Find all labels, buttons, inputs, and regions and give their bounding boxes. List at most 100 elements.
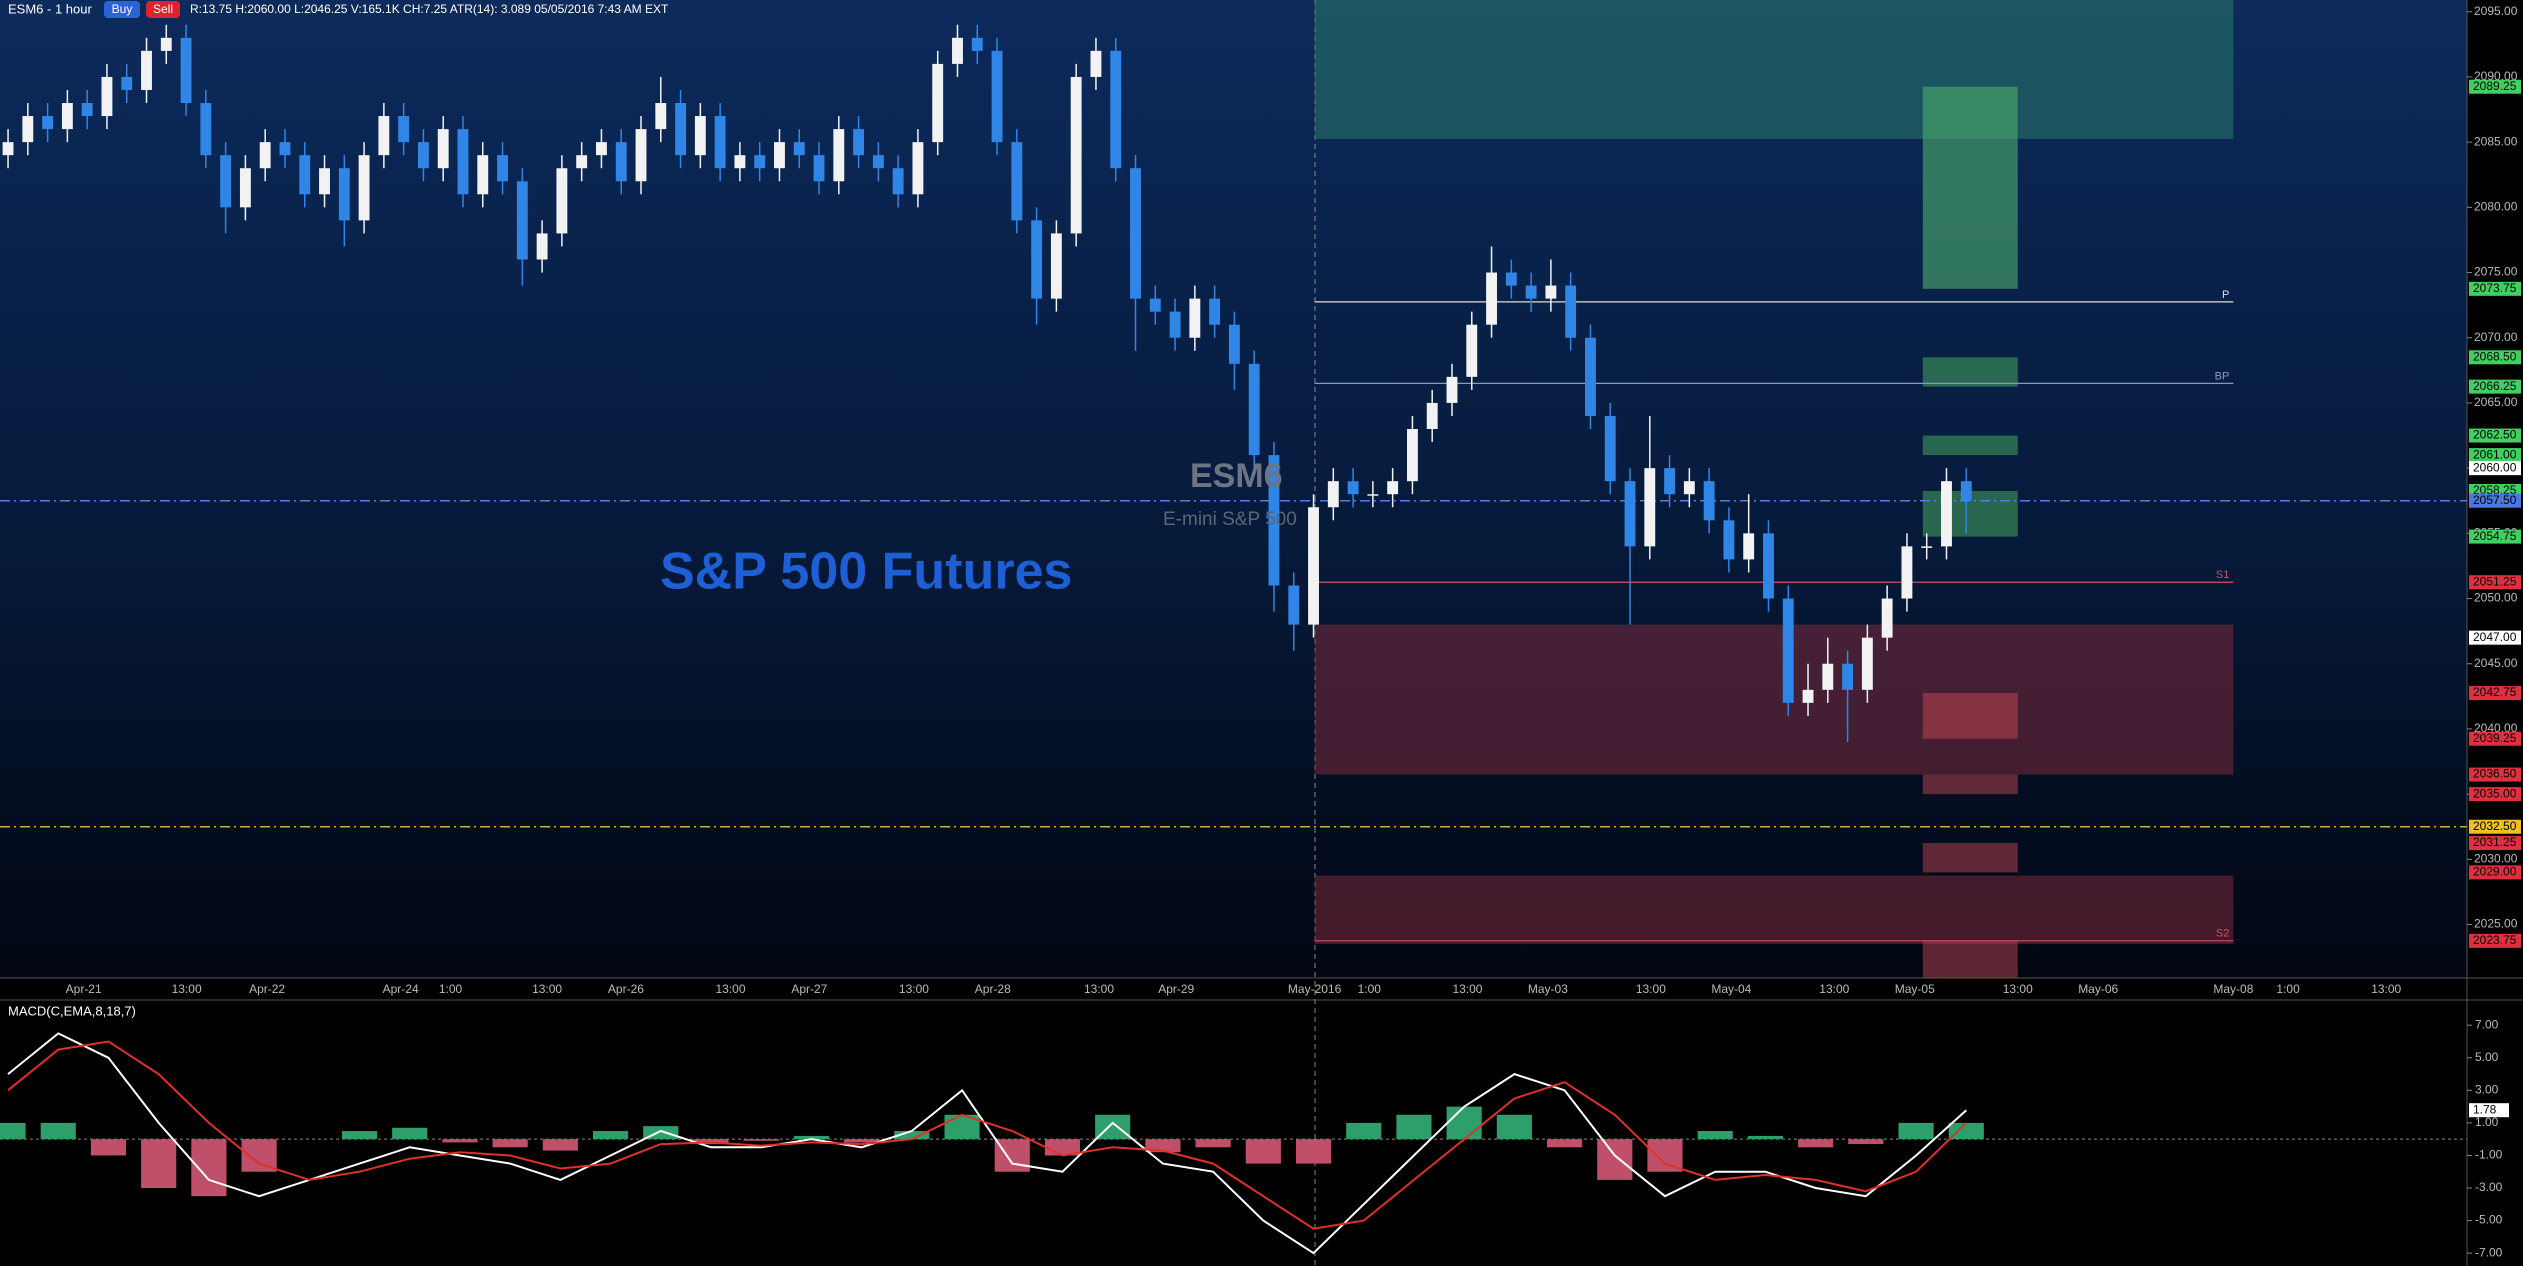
level-label: 2061.00 bbox=[2473, 447, 2517, 461]
histogram-bar bbox=[593, 1131, 629, 1140]
candle-body bbox=[220, 155, 232, 208]
level-flag bbox=[2469, 448, 2521, 463]
candle-body bbox=[1822, 663, 1834, 690]
level-flag bbox=[2469, 630, 2521, 645]
candle-body bbox=[1842, 663, 1854, 690]
x-tick-label: Apr-24 bbox=[383, 982, 419, 996]
level-label: 2058.25 bbox=[2473, 483, 2517, 497]
candle-body bbox=[892, 168, 904, 195]
candle-body bbox=[635, 129, 647, 182]
candle-body bbox=[853, 129, 865, 156]
histogram-bar bbox=[1547, 1139, 1583, 1148]
zone bbox=[1314, 875, 2234, 945]
histogram-bar bbox=[442, 1139, 478, 1143]
candle-body bbox=[754, 155, 766, 169]
candle-body bbox=[1723, 520, 1735, 560]
x-tick-label: May-03 bbox=[1528, 982, 1568, 996]
candle-body bbox=[1881, 598, 1893, 638]
chart-title: S&P 500 Futures bbox=[660, 543, 1072, 601]
x-tick-label: 13:00 bbox=[2371, 982, 2401, 996]
level-label: 2036.50 bbox=[2473, 767, 2517, 781]
candle-body bbox=[1446, 376, 1458, 403]
level-flag bbox=[2469, 767, 2521, 782]
candle-body bbox=[1070, 76, 1082, 234]
candle-body bbox=[1624, 481, 1636, 547]
histogram-bar bbox=[793, 1135, 829, 1140]
level-flag bbox=[2469, 836, 2521, 851]
x-tick-label: Apr-29 bbox=[1158, 982, 1194, 996]
candle-body bbox=[991, 50, 1003, 143]
candle-body bbox=[1189, 298, 1201, 338]
candle-body bbox=[1743, 533, 1755, 560]
candle-body bbox=[1525, 285, 1537, 299]
x-tick-label: 13:00 bbox=[1819, 982, 1849, 996]
sell-button[interactable] bbox=[146, 1, 180, 18]
candle-body bbox=[1110, 50, 1122, 169]
candle-body bbox=[1031, 220, 1043, 299]
candle-body bbox=[694, 116, 706, 156]
x-tick-label: 13:00 bbox=[899, 982, 929, 996]
target-box bbox=[1922, 940, 2018, 978]
sell-label[interactable]: Sell bbox=[153, 2, 173, 16]
level-label: 2054.75 bbox=[2473, 529, 2517, 543]
label-layer: ESM6 E-mini S&P 500 S&P 500 Futures ESM6… bbox=[8, 1, 2521, 1259]
macd-line bbox=[7, 1032, 1967, 1255]
x-tick-label: Apr-22 bbox=[249, 982, 285, 996]
candle-body bbox=[932, 63, 944, 143]
zone bbox=[1314, 624, 2234, 775]
watermark: E-mini S&P 500 bbox=[1163, 509, 1297, 530]
candle-body bbox=[1861, 637, 1873, 690]
candle-body bbox=[1327, 481, 1339, 508]
candle-body bbox=[1347, 481, 1359, 495]
candle-body bbox=[556, 168, 568, 234]
y-tick-label: 5.00 bbox=[2475, 1050, 2499, 1064]
histogram-bar bbox=[1396, 1114, 1432, 1140]
value-label: 1.78 bbox=[2473, 1102, 2497, 1116]
candle-body bbox=[1406, 429, 1418, 482]
y-tick-label: 2085.00 bbox=[2474, 134, 2518, 148]
target-box bbox=[1922, 843, 2018, 873]
histogram-bar bbox=[1597, 1139, 1633, 1180]
level-label: 2029.00 bbox=[2473, 865, 2517, 879]
level-flag bbox=[2469, 379, 2521, 394]
level-label: 2039.25 bbox=[2473, 731, 2517, 745]
histogram-bar bbox=[1496, 1114, 1532, 1140]
pivot-label: S2 bbox=[2216, 928, 2229, 940]
x-tick-label: Apr-26 bbox=[608, 982, 644, 996]
candle-body bbox=[1901, 546, 1913, 599]
value-flag bbox=[2469, 1103, 2509, 1118]
candle-body bbox=[675, 103, 687, 156]
candle-body bbox=[2, 142, 14, 156]
macd-title: MACD(C,EMA,8,18,7) bbox=[8, 1003, 136, 1018]
histogram-bar bbox=[1245, 1139, 1281, 1164]
candle-body bbox=[1941, 481, 1952, 547]
histogram-bar bbox=[40, 1122, 76, 1140]
candle-body bbox=[615, 142, 627, 182]
candle-body bbox=[971, 37, 983, 51]
buy-button[interactable] bbox=[104, 1, 140, 18]
histogram-bar bbox=[1145, 1139, 1181, 1153]
background-layer bbox=[0, 0, 2472, 1254]
candle-body bbox=[121, 76, 133, 90]
histogram-bar bbox=[1446, 1106, 1482, 1140]
candle-body bbox=[516, 181, 528, 260]
x-tick-label: May-04 bbox=[1711, 982, 1751, 996]
candle-body bbox=[259, 142, 271, 169]
candle-body bbox=[1545, 285, 1557, 299]
candle-body bbox=[1268, 455, 1280, 586]
buy-label[interactable]: Buy bbox=[112, 2, 133, 16]
candle-body bbox=[655, 103, 667, 130]
candle-body bbox=[1149, 298, 1161, 312]
candle-body bbox=[81, 103, 93, 117]
target-box bbox=[1922, 774, 2018, 795]
candle-body bbox=[358, 155, 370, 221]
candle-body bbox=[1050, 233, 1062, 299]
candle-body bbox=[912, 142, 924, 195]
histogram-bar bbox=[241, 1139, 277, 1172]
y-tick-label: 2040.00 bbox=[2474, 721, 2518, 735]
y-tick-label: 2075.00 bbox=[2474, 265, 2518, 279]
histogram-bar bbox=[844, 1139, 880, 1143]
candle-body bbox=[1960, 481, 1972, 501]
